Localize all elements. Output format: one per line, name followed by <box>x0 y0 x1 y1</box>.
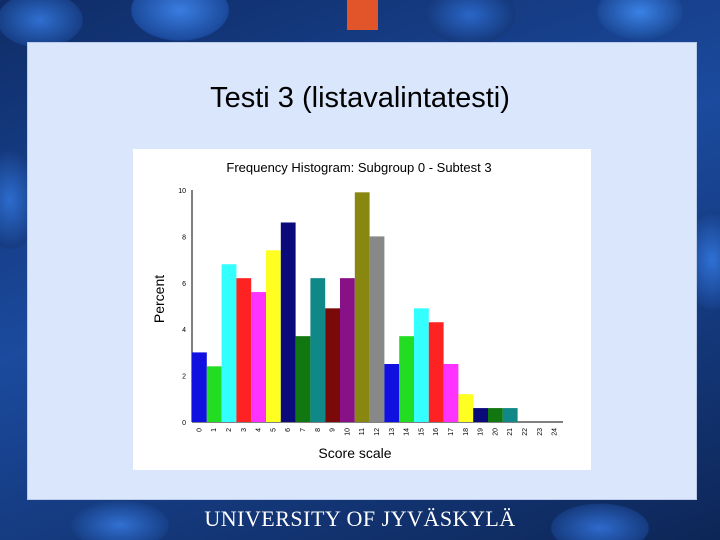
histogram-bar <box>236 278 252 422</box>
x-tick-label: 17 <box>448 428 455 436</box>
histogram-bar <box>384 364 400 422</box>
bars <box>192 192 518 422</box>
slide-title: Testi 3 (listavalintatesti) <box>210 82 510 114</box>
histogram-bar <box>251 292 266 422</box>
x-tick-label: 12 <box>374 428 381 436</box>
x-axis-label: Score scale <box>318 445 391 461</box>
x-tick-label: 22 <box>522 428 529 436</box>
x-tick-label: 14 <box>404 428 411 436</box>
x-tick-label: 18 <box>463 428 470 436</box>
histogram-bar <box>473 408 488 422</box>
histogram-bar <box>325 308 340 422</box>
histogram-bar <box>310 278 326 422</box>
histogram-bar <box>192 352 207 422</box>
x-tick-label: 9 <box>330 428 337 432</box>
histogram-bar <box>266 250 281 422</box>
x-tick-label: 23 <box>537 428 544 436</box>
histogram-bar <box>399 336 414 422</box>
y-tick-label: 8 <box>182 234 186 241</box>
y-tick-label: 10 <box>178 188 186 195</box>
x-tick-label: 10 <box>344 428 351 436</box>
x-tick-label: 19 <box>478 428 485 436</box>
x-tick-label: 0 <box>196 428 203 432</box>
y-tick-label: 4 <box>182 327 186 334</box>
x-tick-label: 16 <box>433 428 440 436</box>
y-ticks: 0 2 4 6 8 10 <box>178 188 186 427</box>
histogram-bar <box>354 192 370 422</box>
y-tick-label: 6 <box>182 281 186 288</box>
y-axis-label: Percent <box>151 275 167 323</box>
x-tick-label: 1 <box>211 428 218 432</box>
x-tick-label: 8 <box>315 428 322 432</box>
x-ticks: 0 1 2 3 4 5 6 7 8 9 10 11 12 13 14 15 16 17 18 19 20 21 22 23 24 <box>196 428 558 436</box>
histogram-bar <box>502 408 518 422</box>
histogram-bar <box>221 264 237 422</box>
histogram-bar <box>458 394 474 422</box>
histogram-bar <box>280 222 296 422</box>
y-tick-label: 2 <box>182 374 186 381</box>
histogram-chart: Frequency Histogram: Subgroup 0 - Subtes… <box>133 149 591 470</box>
university-logo-text: UNIVERSITY OF JYVÄSKYLÄ <box>204 506 516 531</box>
chart-title: Frequency Histogram: Subgroup 0 - Subtes… <box>226 160 491 175</box>
histogram-bar <box>428 322 444 422</box>
histogram-svg: Frequency Histogram: Subgroup 0 - Subtes… <box>151 160 563 461</box>
x-tick-label: 20 <box>492 428 499 436</box>
x-tick-label: 24 <box>552 428 559 436</box>
histogram-bar <box>443 364 459 422</box>
x-tick-label: 21 <box>507 428 514 436</box>
y-tick-label: 0 <box>182 420 186 427</box>
x-tick-label: 15 <box>418 428 425 436</box>
histogram-bar <box>340 278 355 422</box>
x-tick-label: 2 <box>226 428 233 432</box>
histogram-bar <box>414 308 429 422</box>
x-tick-label: 7 <box>300 428 307 432</box>
x-tick-label: 6 <box>285 428 292 432</box>
histogram-bar <box>369 236 385 422</box>
x-tick-label: 4 <box>256 428 263 432</box>
histogram-bar <box>295 336 311 422</box>
x-tick-label: 11 <box>359 428 366 435</box>
histogram-bar <box>206 366 222 422</box>
histogram-bar <box>488 408 503 422</box>
x-tick-label: 5 <box>270 428 277 432</box>
x-tick-label: 3 <box>241 428 248 432</box>
orange-accent-tab <box>347 0 378 30</box>
x-tick-label: 13 <box>389 428 396 436</box>
